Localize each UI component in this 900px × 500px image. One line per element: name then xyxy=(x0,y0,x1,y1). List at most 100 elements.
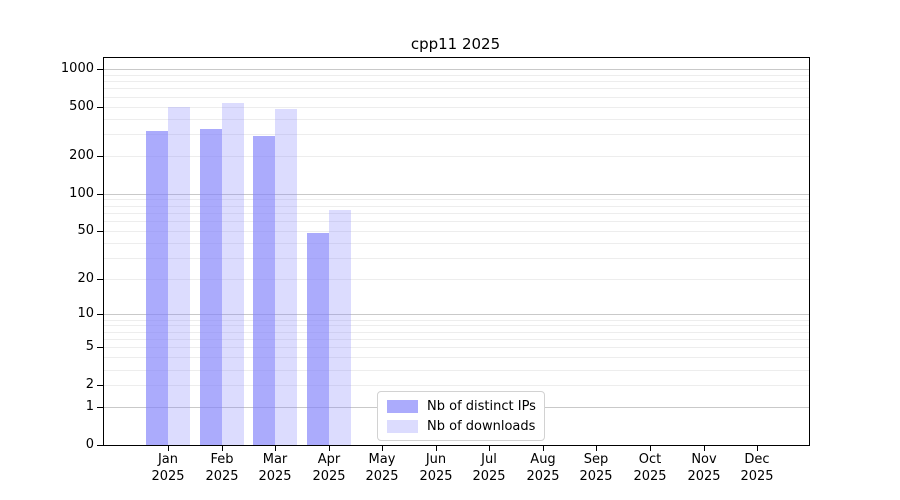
gridline-y-3 xyxy=(104,370,809,371)
x-tick-month: Aug xyxy=(530,452,556,467)
x-tick-year: 2025 xyxy=(472,469,506,484)
x-tick-year: 2025 xyxy=(365,469,399,484)
gridline-y-900 xyxy=(104,75,809,76)
bar-distinct-ips-jan xyxy=(146,130,168,445)
x-tick-year: 2025 xyxy=(526,469,560,484)
y-tickmark-0 xyxy=(97,445,103,446)
gridline-y-1000 xyxy=(104,69,809,70)
x-tick-month: May xyxy=(368,452,396,467)
x-tick-label-mar: Mar 2025 xyxy=(235,451,315,485)
bar-distinct-ips-feb xyxy=(200,129,222,445)
x-tick-month: Feb xyxy=(210,452,234,467)
x-tick-label-aug: Aug 2025 xyxy=(503,451,583,485)
bar-distinct-ips-apr xyxy=(307,233,329,445)
gridline-y-10 xyxy=(104,314,809,315)
x-tickmark-feb xyxy=(222,446,223,451)
x-tick-month: Apr xyxy=(317,452,341,467)
gridline-y-7 xyxy=(104,332,809,333)
x-tick-label-apr: Apr 2025 xyxy=(289,451,369,485)
gridline-y-4 xyxy=(104,357,809,358)
y-tickmark-500 xyxy=(97,107,103,108)
gridline-y-400 xyxy=(104,119,809,120)
x-tickmark-dec xyxy=(757,446,758,451)
x-tick-label-feb: Feb 2025 xyxy=(182,451,262,485)
bar-downloads-feb xyxy=(222,102,244,445)
gridline-y-700 xyxy=(104,88,809,89)
x-tick-label-oct: Oct 2025 xyxy=(610,451,690,485)
legend-item-distinct-ips: Nb of distinct IPs xyxy=(387,398,536,414)
y-tick-label-2: 2 xyxy=(85,377,94,392)
legend-label-distinct-ips: Nb of distinct IPs xyxy=(427,398,536,414)
y-tickmark-5 xyxy=(97,347,103,348)
x-tick-label-dec: Dec 2025 xyxy=(717,451,797,485)
y-tickmark-200 xyxy=(97,156,103,157)
gridline-y-30 xyxy=(104,258,809,259)
y-tickmark-1000 xyxy=(97,69,103,70)
y-tick-label-5: 5 xyxy=(85,339,94,354)
y-tickmark-100 xyxy=(97,194,103,195)
gridline-y-6 xyxy=(104,339,809,340)
gridline-y-200 xyxy=(104,156,809,157)
gridline-y-60 xyxy=(104,221,809,222)
bar-downloads-jan xyxy=(168,107,190,445)
gridline-y-800 xyxy=(104,81,809,82)
y-tickmark-10 xyxy=(97,314,103,315)
x-tick-year: 2025 xyxy=(258,469,292,484)
x-tick-year: 2025 xyxy=(312,469,346,484)
x-tick-year: 2025 xyxy=(579,469,613,484)
gridline-y-8 xyxy=(104,325,809,326)
x-tick-label-nov: Nov 2025 xyxy=(664,451,744,485)
legend-label-downloads: Nb of downloads xyxy=(427,418,536,434)
x-tickmark-nov xyxy=(704,446,705,451)
x-tickmark-oct xyxy=(650,446,651,451)
gridline-y-40 xyxy=(104,243,809,244)
gridline-y-100 xyxy=(104,194,809,195)
gridline-y-600 xyxy=(104,97,809,98)
gridline-y-300 xyxy=(104,134,809,135)
x-tick-month: Jul xyxy=(481,452,497,467)
x-tick-month: Jun xyxy=(425,452,447,467)
y-tick-label-200: 200 xyxy=(69,148,94,163)
x-tick-month: Nov xyxy=(691,452,717,467)
x-tick-label-jan: Jan 2025 xyxy=(128,451,208,485)
y-tickmark-20 xyxy=(97,279,103,280)
y-tick-label-500: 500 xyxy=(69,99,94,114)
x-tick-year: 2025 xyxy=(740,469,774,484)
gridline-y-500 xyxy=(104,107,809,108)
y-tick-label-50: 50 xyxy=(77,223,94,238)
x-tick-year: 2025 xyxy=(205,469,239,484)
x-tick-year: 2025 xyxy=(687,469,721,484)
x-tick-year: 2025 xyxy=(633,469,667,484)
gridline-y-9 xyxy=(104,320,809,321)
x-tick-label-jun: Jun 2025 xyxy=(396,451,476,485)
x-tickmark-aug xyxy=(543,446,544,451)
x-tick-year: 2025 xyxy=(419,469,453,484)
x-tick-month: Mar xyxy=(262,452,288,467)
x-tick-label-may: May 2025 xyxy=(342,451,422,485)
x-tick-label-sep: Sep 2025 xyxy=(556,451,636,485)
x-tickmark-jul xyxy=(489,446,490,451)
legend-swatch-downloads-icon xyxy=(387,419,418,433)
y-tickmark-2 xyxy=(97,385,103,386)
legend-item-downloads: Nb of downloads xyxy=(387,418,535,434)
x-tick-month: Oct xyxy=(638,452,662,467)
y-tickmark-1 xyxy=(97,407,103,408)
y-tick-label-10: 10 xyxy=(77,306,94,321)
gridline-y-5 xyxy=(104,347,809,348)
x-tick-month: Jan xyxy=(157,452,179,467)
bar-downloads-mar xyxy=(275,108,297,445)
chart-title: cpp11 2025 xyxy=(410,35,501,53)
x-tickmark-jun xyxy=(436,446,437,451)
plot-area: 0 1 2 5 10 20 50 100 200 500 1000 Jan 2025 Feb 2025 Mar… xyxy=(61,57,810,484)
x-tick-year: 2025 xyxy=(151,469,185,484)
gridline-y-80 xyxy=(104,206,809,207)
x-tickmark-sep xyxy=(596,446,597,451)
x-tickmark-apr xyxy=(329,446,330,451)
x-tickmark-mar xyxy=(275,446,276,451)
bar-downloads-apr xyxy=(329,210,351,445)
bar-distinct-ips-mar xyxy=(253,136,275,445)
gridline-y-90 xyxy=(104,199,809,200)
y-tick-label-1000: 1000 xyxy=(60,61,94,76)
y-tick-label-1: 1 xyxy=(85,399,94,414)
